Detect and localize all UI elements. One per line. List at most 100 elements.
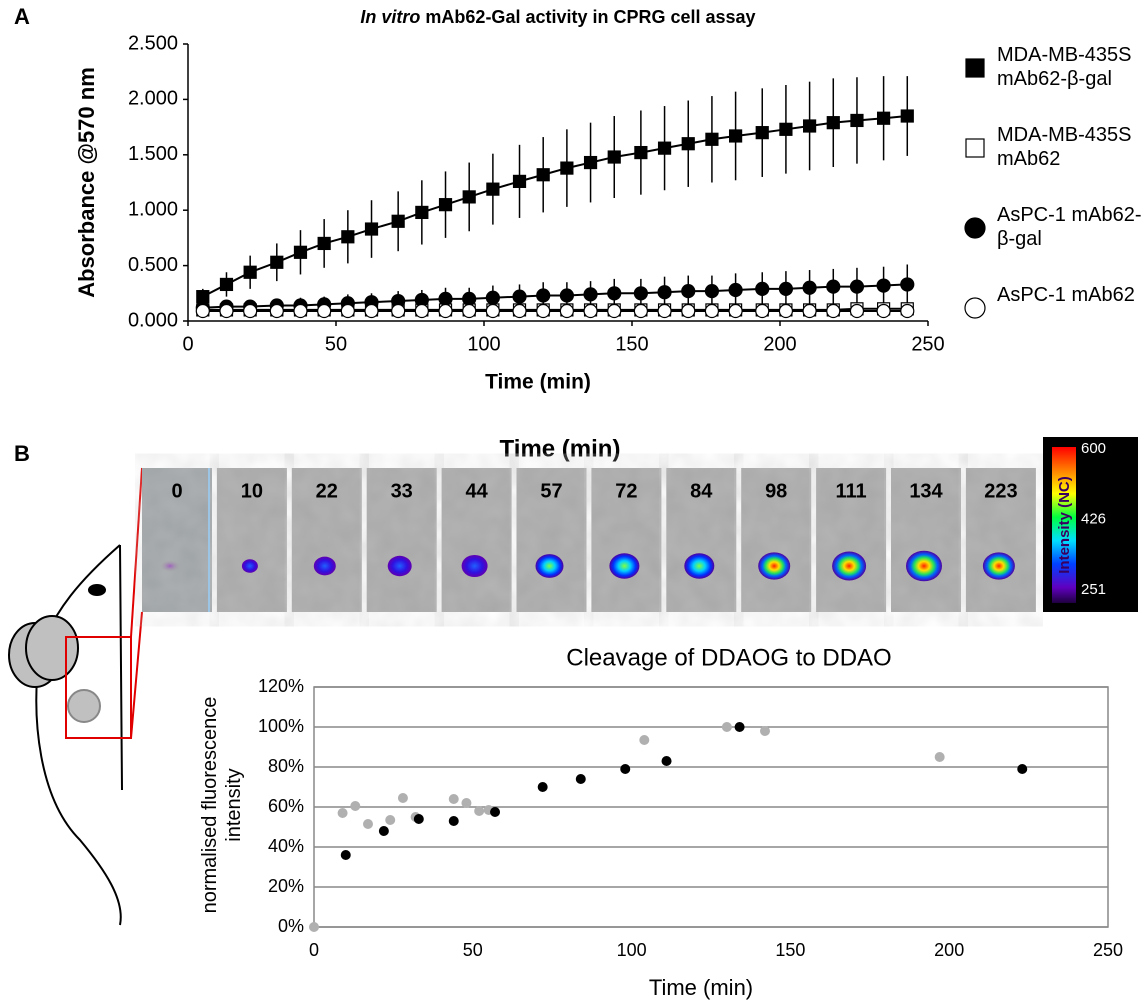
colorbar-tick-label: 600 — [1081, 440, 1106, 457]
point — [620, 764, 631, 774]
image-texture — [516, 468, 587, 612]
y-tick-label: 2.500 — [128, 32, 178, 54]
x-tick-label: 250 — [911, 333, 944, 355]
image-texture — [216, 468, 287, 612]
marker — [269, 303, 284, 319]
marker — [462, 291, 477, 306]
y-tick-label: 1.000 — [128, 198, 178, 220]
marker — [340, 303, 355, 319]
marker — [462, 303, 477, 319]
x-tick-label: 100 — [617, 940, 647, 960]
marker — [802, 119, 817, 133]
point — [537, 782, 548, 792]
marker — [705, 132, 719, 146]
marker — [755, 281, 770, 296]
image-texture — [441, 468, 512, 612]
marker — [243, 265, 257, 279]
y-tick-label: 1.500 — [128, 143, 178, 165]
marker — [704, 303, 720, 319]
marker — [778, 281, 794, 296]
marker — [219, 277, 234, 292]
x-tick-label: 200 — [934, 940, 964, 960]
colorbar — [1052, 447, 1076, 603]
marker — [755, 303, 770, 319]
marker — [900, 109, 914, 123]
marker — [607, 303, 622, 319]
marker — [243, 303, 258, 319]
marker — [755, 126, 769, 140]
marker — [415, 205, 429, 220]
point — [350, 801, 361, 811]
marker — [560, 161, 574, 175]
marker — [536, 288, 551, 303]
chart-title-main: mAb62-Gal activity in CPRG cell assay — [425, 7, 755, 27]
marker — [779, 122, 793, 136]
marker — [876, 278, 891, 293]
frame-label: 134 — [909, 480, 943, 502]
marker — [728, 129, 743, 143]
legend-marker — [965, 138, 985, 158]
point — [362, 819, 373, 829]
marker — [657, 303, 672, 319]
frame-label: 0 — [171, 480, 182, 502]
signal-blob — [906, 550, 942, 582]
marker — [364, 222, 379, 236]
marker — [391, 303, 406, 319]
marker — [849, 303, 865, 319]
image-texture — [741, 468, 812, 612]
frame-label: 84 — [690, 480, 713, 502]
marker — [850, 113, 864, 128]
image-texture — [142, 468, 212, 612]
marker — [826, 279, 841, 294]
marker — [583, 155, 598, 170]
signal-blob — [313, 556, 336, 576]
marker — [900, 303, 915, 319]
signal-blob — [758, 552, 791, 580]
chart-title: In vitro mAb62-Gal activity in CPRG cell … — [360, 7, 755, 27]
x-tick-label: 50 — [463, 940, 483, 960]
panel-label: A — [14, 4, 30, 29]
legend-label: MDA-MB-435S mAb62 — [997, 124, 1132, 170]
y-tick-label: 100% — [258, 716, 304, 736]
marker — [681, 283, 696, 299]
marker — [607, 150, 621, 164]
frame-label: 111 — [836, 480, 867, 502]
signal-blob — [160, 560, 180, 572]
signal-blob — [535, 554, 564, 578]
frame-label: 57 — [540, 480, 562, 502]
frame-label: 10 — [241, 480, 263, 502]
marker — [317, 236, 331, 251]
point — [575, 774, 586, 784]
marker — [728, 303, 743, 319]
series-line — [202, 307, 908, 311]
marker — [826, 303, 841, 319]
point — [448, 816, 459, 826]
marker — [900, 277, 915, 292]
marker — [778, 303, 794, 319]
point — [934, 752, 945, 762]
marker — [826, 116, 840, 130]
marker — [438, 198, 453, 212]
marker — [876, 303, 891, 319]
point — [309, 922, 319, 932]
point — [721, 722, 732, 732]
y-tick-label: 80% — [268, 756, 304, 776]
marker — [704, 283, 720, 299]
image-texture — [291, 468, 362, 612]
signal-blob — [832, 551, 867, 581]
point — [734, 722, 745, 732]
point — [448, 794, 459, 804]
marker — [414, 303, 429, 319]
legend-marker — [965, 58, 985, 78]
x-tick-label: 150 — [775, 940, 805, 960]
marker — [607, 286, 622, 301]
point — [340, 850, 351, 860]
frame-label: 44 — [465, 480, 488, 502]
x-tick-label: 150 — [615, 333, 648, 355]
y-tick-label: 0.500 — [128, 254, 178, 276]
colorbar-tick-label: 426 — [1081, 510, 1106, 527]
x-axis-label: Time (min) — [649, 975, 753, 1000]
colorbar-label: Intensity (NC) — [1056, 476, 1073, 574]
